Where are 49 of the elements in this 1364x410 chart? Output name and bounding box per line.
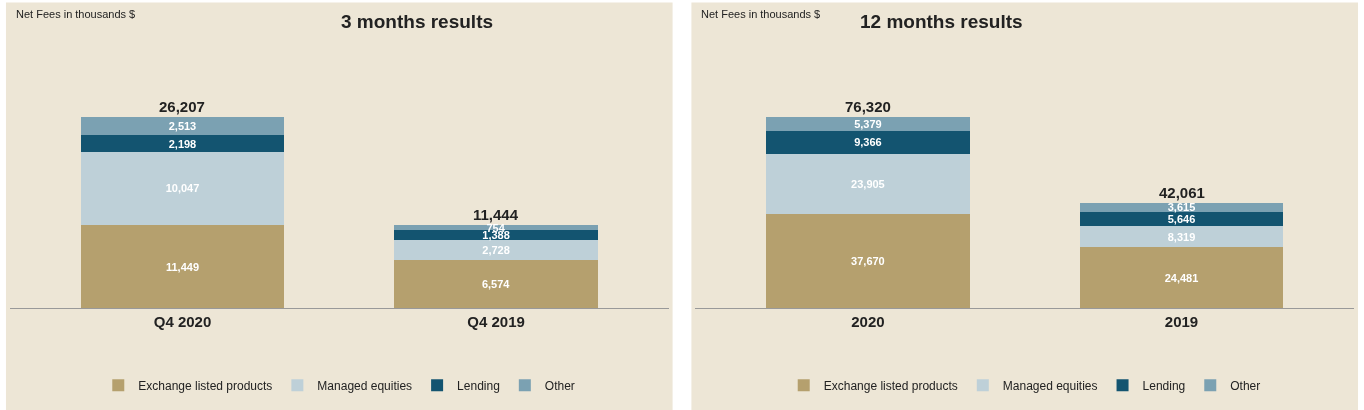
- data-label: 5,646: [1167, 213, 1196, 226]
- data-label: 2,728: [482, 244, 510, 257]
- x-tick-label: Q4 2019: [467, 313, 525, 331]
- bar: [394, 230, 598, 241]
- legend-label: Other: [1230, 378, 1261, 393]
- data-label: 2,513: [168, 120, 197, 133]
- x-tick-label: Q4 2020: [153, 313, 212, 331]
- bar: [766, 213, 970, 309]
- bar: [1079, 202, 1284, 213]
- data-label: 23,905: [851, 178, 885, 191]
- legend-label: Exchange listed products: [138, 378, 273, 393]
- data-label: 2,198: [168, 137, 197, 150]
- data-label: 3,615: [1167, 201, 1196, 214]
- chart-title: 3 months results: [341, 11, 494, 32]
- legend-label: Lending: [1142, 378, 1186, 393]
- total-label: 42,061: [1159, 184, 1205, 201]
- chart-title: 12 months results: [860, 11, 1023, 32]
- bar: [80, 117, 285, 136]
- legend-label: Exchange listed products: [823, 378, 958, 393]
- total-label: 26,207: [159, 98, 205, 115]
- bar: [766, 154, 970, 214]
- data-label: 5,379: [854, 117, 882, 130]
- data-label: 9,366: [854, 136, 882, 149]
- data-label: 8,319: [1167, 230, 1196, 243]
- bar: [1079, 226, 1284, 247]
- bar: [1079, 212, 1284, 227]
- bar: [80, 135, 285, 152]
- x-tick-label: 2020: [851, 313, 885, 331]
- legend-label: Other: [544, 378, 575, 393]
- bar: [80, 224, 285, 309]
- data-label: 37,670: [851, 255, 885, 268]
- bar: [80, 151, 285, 225]
- y-axis-title: Net Fees in thousands $: [701, 8, 821, 20]
- y-axis-title: Net Fees in thousands $: [16, 8, 136, 20]
- legend-label: Managed equities: [1002, 378, 1098, 393]
- bar: [766, 117, 970, 131]
- data-label: 6,574: [481, 278, 511, 291]
- total-label: 11,444: [473, 206, 519, 223]
- bar: [394, 240, 598, 261]
- legend-label: Lending: [457, 378, 500, 393]
- bar: [766, 130, 970, 155]
- data-label: 10,047: [165, 182, 200, 195]
- x-tick-label: 2019: [1164, 313, 1199, 331]
- bar: [1079, 247, 1284, 309]
- bar: [394, 260, 598, 309]
- data-label: 11,449: [165, 260, 199, 273]
- total-label: 76,320: [845, 98, 891, 115]
- data-label: 24,481: [1164, 271, 1199, 284]
- legend-label: Managed equities: [317, 378, 413, 393]
